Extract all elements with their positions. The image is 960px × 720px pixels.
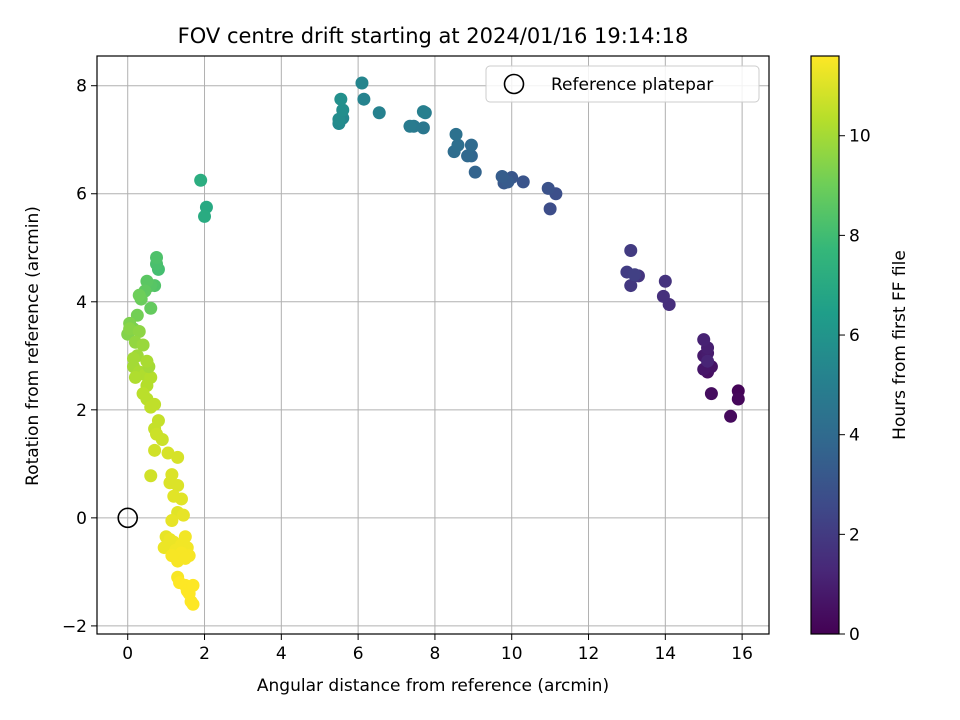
- data-point: [543, 202, 557, 216]
- y-tick-label: −2: [62, 617, 87, 637]
- colorbar-tick-label: 0: [849, 625, 860, 645]
- y-tick-label: 8: [76, 77, 87, 97]
- data-point: [174, 492, 188, 506]
- data-point: [186, 597, 200, 611]
- data-point: [144, 469, 158, 483]
- data-point: [150, 250, 164, 264]
- data-point: [355, 76, 369, 90]
- x-tick-label: 8: [430, 644, 441, 664]
- data-point: [198, 209, 212, 223]
- data-point: [140, 274, 154, 288]
- data-point: [628, 268, 642, 282]
- data-point: [334, 92, 348, 106]
- colorbar-tick-label: 8: [849, 226, 860, 246]
- data-point: [171, 450, 185, 464]
- colorbar-tick-label: 6: [849, 326, 860, 346]
- data-point: [658, 274, 672, 288]
- colorbar-gradient: [810, 55, 840, 635]
- y-tick-label: 6: [76, 185, 87, 205]
- data-point: [656, 289, 670, 303]
- data-point: [495, 169, 509, 183]
- data-point: [464, 138, 478, 152]
- data-point: [148, 443, 162, 457]
- x-tick-label: 4: [276, 644, 287, 664]
- data-point: [468, 165, 482, 179]
- colorbar-tick-label: 10: [849, 127, 871, 147]
- data-point: [155, 433, 169, 447]
- data-point: [416, 105, 430, 119]
- x-tick-label: 2: [199, 644, 210, 664]
- y-tick-label: 4: [76, 293, 87, 313]
- data-point: [178, 551, 192, 565]
- data-point: [132, 324, 146, 338]
- data-point: [140, 354, 154, 368]
- colorbar-tick-label: 4: [849, 426, 860, 446]
- colorbar-tick-label: 2: [849, 525, 860, 545]
- legend-reference-marker: [503, 73, 525, 95]
- data-point: [165, 514, 179, 528]
- data-point: [357, 92, 371, 106]
- y-axis-label: Rotation from reference (arcmin): [23, 206, 43, 486]
- data-point: [136, 338, 150, 352]
- data-point: [128, 370, 142, 384]
- data-point: [449, 127, 463, 141]
- data-point: [403, 119, 417, 133]
- colorbar: 0 2 4 6 8 10 Hours from first FF file: [810, 55, 910, 645]
- grid: [97, 56, 769, 634]
- scatter-points: [121, 76, 745, 611]
- reference-platepar-marker: [117, 507, 139, 529]
- x-tick-label: 6: [353, 644, 364, 664]
- data-point: [194, 173, 208, 187]
- data-point: [126, 352, 140, 366]
- x-tick-label: 12: [578, 644, 600, 664]
- data-point: [697, 333, 711, 347]
- data-point: [461, 149, 475, 163]
- colorbar-label: Hours from first FF file: [890, 250, 910, 440]
- data-point: [724, 409, 738, 423]
- data-point: [701, 354, 715, 368]
- data-point: [624, 279, 638, 293]
- x-tick-label: 10: [501, 644, 523, 664]
- x-tick-label: 16: [731, 644, 753, 664]
- legend-reference-label: Reference platepar: [551, 75, 713, 95]
- chart-title: FOV centre drift starting at 2024/01/16 …: [178, 24, 689, 48]
- data-point: [132, 288, 146, 302]
- data-point: [624, 243, 638, 257]
- legend: Reference platepar: [485, 65, 760, 103]
- y-axis-ticks: −2 0 2 4 6 8: [62, 77, 97, 637]
- data-point: [416, 121, 430, 135]
- y-tick-label: 0: [76, 509, 87, 529]
- x-tick-label: 14: [654, 644, 676, 664]
- data-point: [157, 541, 171, 555]
- data-point: [148, 397, 162, 411]
- data-point: [178, 530, 192, 544]
- colorbar-ticks: 0 2 4 6 8 10: [839, 127, 871, 645]
- x-axis-label: Angular distance from reference (arcmin): [257, 676, 609, 696]
- data-point: [144, 301, 158, 315]
- data-point: [336, 103, 350, 117]
- data-point: [176, 508, 190, 522]
- axes-frame: [96, 55, 770, 635]
- x-tick-label: 0: [122, 644, 133, 664]
- data-point: [165, 549, 179, 563]
- data-point: [451, 138, 465, 152]
- data-point: [731, 392, 745, 406]
- legend-box: [485, 65, 760, 103]
- data-point: [171, 478, 185, 492]
- data-point: [372, 106, 386, 120]
- data-point: [186, 578, 200, 592]
- data-point: [704, 387, 718, 401]
- x-axis-ticks: 0 2 4 6 8 10 12 14 16: [122, 634, 753, 664]
- plot-area: 0 2 4 6 8 10 12 14 16 −2 0 2 4 6 8: [62, 55, 770, 664]
- data-point: [130, 308, 144, 322]
- data-point: [516, 175, 530, 189]
- y-tick-label: 2: [76, 401, 87, 421]
- data-point: [541, 181, 555, 195]
